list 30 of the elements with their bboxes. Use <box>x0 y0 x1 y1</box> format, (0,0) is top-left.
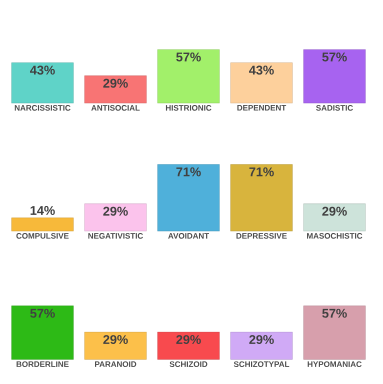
x-tick-label: MASOCHISTIC <box>307 233 362 239</box>
data-label: 29% <box>103 206 128 216</box>
x-tick-label: DEPRESSIVE <box>236 233 287 239</box>
x-tick-label: NARCISSISTIC <box>14 105 71 111</box>
x-tick-label: ANTISOCIAL <box>91 105 140 111</box>
data-label: 29% <box>103 78 128 88</box>
data-label: 57% <box>176 52 201 62</box>
data-label: 57% <box>322 308 347 318</box>
x-tick-label: DEPENDENT <box>237 105 286 111</box>
data-label: 14% <box>30 206 55 215</box>
data-label: 29% <box>249 335 274 344</box>
data-label: 43% <box>30 66 55 75</box>
x-tick-label: PARANOID <box>95 361 136 368</box>
x-tick-label: HISTRIONIC <box>166 105 212 111</box>
x-tick-label: COMPULSIVE <box>16 233 69 239</box>
data-label: 43% <box>249 66 274 75</box>
data-label: 71% <box>249 167 274 176</box>
x-tick-label: SCHIZOID <box>170 361 208 368</box>
x-tick-label: SCHIZOTYPAL <box>234 361 290 368</box>
x-tick-label: BORDERLINE <box>16 361 69 368</box>
x-tick-label: HYPOMANIAC <box>308 361 362 368</box>
data-label: 57% <box>322 52 347 62</box>
x-tick-label: AVOIDANT <box>168 233 210 239</box>
x-tick-label: SADISTIC <box>316 105 353 111</box>
data-label: 57% <box>30 308 55 318</box>
x-tick-label: NEGATIVISTIC <box>88 233 144 239</box>
data-label: 29% <box>103 335 128 344</box>
data-label: 29% <box>322 206 347 216</box>
data-label: 71% <box>176 167 201 176</box>
data-label: 29% <box>176 335 201 344</box>
